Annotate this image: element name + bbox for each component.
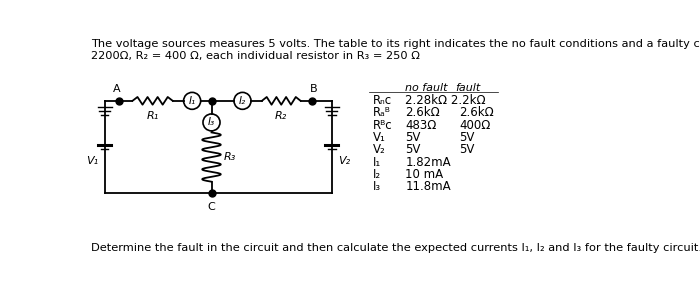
Text: Rᴮᴄ: Rᴮᴄ: [372, 119, 392, 132]
Text: I₁: I₁: [188, 96, 196, 106]
Text: I₁: I₁: [372, 155, 381, 168]
Text: The voltage sources measures 5 volts. The table to its right indicates the no fa: The voltage sources measures 5 volts. Th…: [92, 39, 700, 49]
Text: 1.82mA: 1.82mA: [405, 155, 451, 168]
Text: I₃: I₃: [208, 117, 215, 127]
Text: Determine the fault in the circuit and then calculate the expected currents I₁, : Determine the fault in the circuit and t…: [92, 243, 700, 253]
Text: 2.6kΩ: 2.6kΩ: [405, 106, 440, 119]
Text: I₃: I₃: [372, 180, 381, 193]
Text: no fault: no fault: [405, 83, 448, 93]
Text: Rₙᴄ: Rₙᴄ: [372, 94, 392, 107]
Text: 400Ω: 400Ω: [459, 119, 491, 132]
Text: 11.8mA: 11.8mA: [405, 180, 451, 193]
Text: I₂: I₂: [239, 96, 246, 106]
Text: 483Ω: 483Ω: [405, 119, 437, 132]
Text: I₂: I₂: [372, 168, 381, 181]
Text: B: B: [310, 84, 318, 94]
Text: R₂: R₂: [275, 111, 288, 121]
Text: 2.6kΩ: 2.6kΩ: [459, 106, 494, 119]
Text: 5V: 5V: [405, 131, 421, 144]
Text: V₁: V₁: [86, 156, 98, 166]
Text: R₃: R₃: [224, 152, 236, 162]
Text: C: C: [208, 202, 216, 212]
Text: fault: fault: [456, 83, 481, 93]
Text: V₁: V₁: [372, 131, 386, 144]
Text: 5V: 5V: [459, 143, 475, 156]
Text: 2200Ω, R₂ = 400 Ω, each individual resistor in R₃ = 250 Ω: 2200Ω, R₂ = 400 Ω, each individual resis…: [92, 51, 420, 61]
Text: 10 mA: 10 mA: [405, 168, 443, 181]
Text: V₂: V₂: [372, 143, 386, 156]
Text: 2.28kΩ 2.2kΩ: 2.28kΩ 2.2kΩ: [405, 94, 486, 107]
Text: R₁: R₁: [146, 111, 159, 121]
Text: A: A: [113, 84, 121, 94]
Text: 5V: 5V: [405, 143, 421, 156]
Text: 5V: 5V: [459, 131, 475, 144]
Text: V₂: V₂: [338, 156, 350, 166]
Text: Rₐᴮ: Rₐᴮ: [372, 106, 391, 119]
